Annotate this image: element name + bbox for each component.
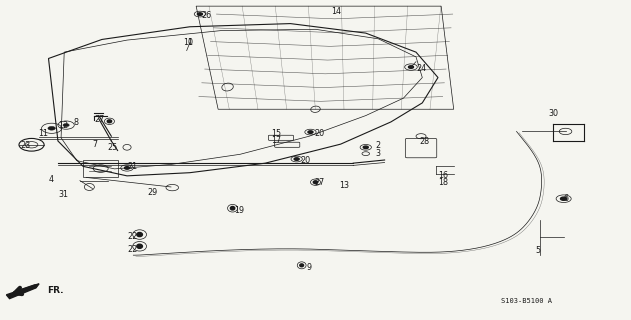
Text: 9: 9 [306, 263, 311, 272]
Text: 11: 11 [38, 130, 48, 139]
Text: 2: 2 [375, 141, 380, 150]
Text: 15: 15 [271, 129, 281, 138]
Text: 5: 5 [535, 246, 541, 255]
Text: 7: 7 [93, 140, 98, 149]
Text: 24: 24 [416, 64, 426, 73]
Text: 4: 4 [49, 174, 54, 184]
Text: FR.: FR. [47, 285, 64, 295]
Text: 22: 22 [127, 245, 138, 254]
Text: 23: 23 [20, 141, 30, 150]
Text: 25: 25 [107, 143, 117, 152]
Text: 14: 14 [331, 7, 341, 16]
Circle shape [63, 124, 69, 127]
Circle shape [408, 66, 413, 68]
Circle shape [294, 158, 299, 160]
Text: 13: 13 [339, 181, 350, 190]
Text: 10: 10 [184, 38, 194, 47]
Text: 19: 19 [234, 206, 244, 215]
Text: 1: 1 [187, 38, 192, 47]
Circle shape [124, 167, 129, 169]
Text: 3: 3 [375, 149, 380, 158]
Text: 27: 27 [95, 115, 105, 124]
Circle shape [198, 13, 203, 15]
Text: S103-B5100 A: S103-B5100 A [501, 298, 552, 304]
Ellipse shape [230, 206, 235, 210]
Ellipse shape [137, 244, 143, 248]
Text: 12: 12 [58, 121, 68, 130]
Circle shape [48, 126, 56, 130]
Ellipse shape [137, 233, 143, 236]
Ellipse shape [107, 120, 112, 123]
Text: 22: 22 [127, 232, 138, 241]
Text: 18: 18 [438, 178, 448, 187]
Circle shape [560, 197, 567, 200]
Text: 17: 17 [271, 136, 281, 145]
Text: 20: 20 [314, 129, 324, 138]
Circle shape [308, 131, 313, 133]
Text: 30: 30 [548, 108, 558, 117]
Text: 21: 21 [127, 163, 137, 172]
Text: 6: 6 [563, 194, 569, 203]
Text: 29: 29 [147, 188, 157, 197]
Text: 26: 26 [201, 11, 211, 20]
Text: 28: 28 [419, 137, 429, 146]
Text: 16: 16 [438, 172, 448, 180]
Polygon shape [6, 284, 39, 299]
Text: 27: 27 [314, 178, 324, 187]
Ellipse shape [314, 181, 317, 184]
Text: 31: 31 [58, 190, 68, 199]
Circle shape [363, 146, 369, 148]
Ellipse shape [300, 264, 304, 267]
Text: 20: 20 [300, 156, 310, 165]
Text: 8: 8 [74, 118, 79, 127]
